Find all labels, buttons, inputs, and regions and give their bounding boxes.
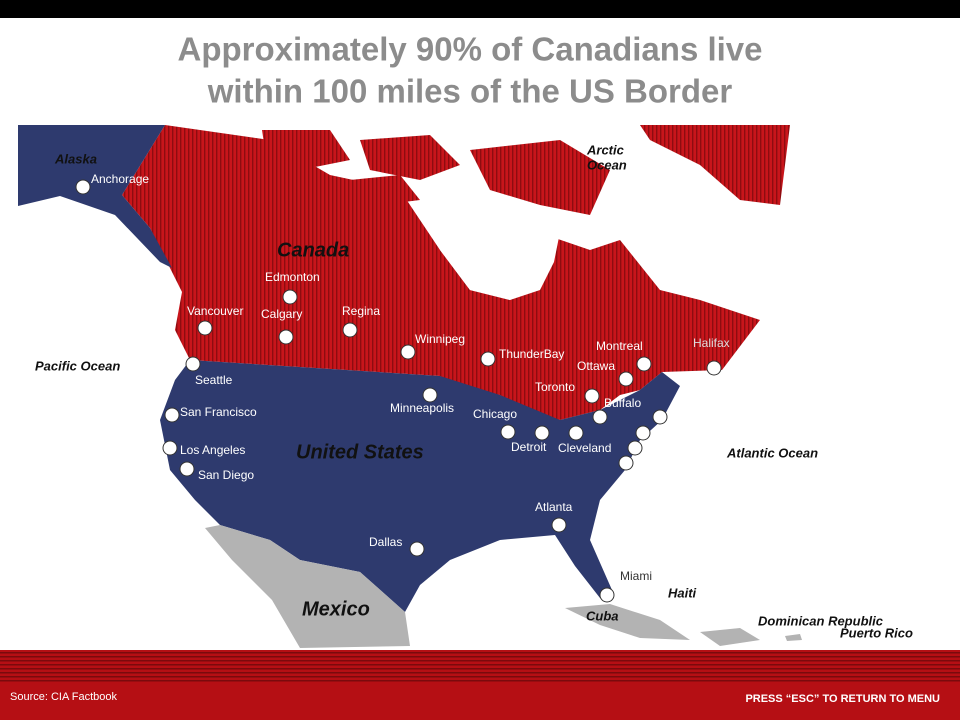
city-dot <box>627 440 643 456</box>
city-label: Boston <box>671 403 708 417</box>
nav-hint: PRESS “ESC” TO RETURN TO MENU <box>745 693 940 705</box>
city-label: Halifax <box>693 336 730 350</box>
city-dot <box>282 289 298 305</box>
title: Approximately 90% of Canadians live <box>177 31 762 68</box>
city-label: Minneapolis <box>390 401 454 415</box>
city-dot <box>164 407 180 423</box>
city-dot <box>584 388 600 404</box>
city-label: San Francisco <box>180 405 257 419</box>
city-label: Atlanta <box>535 500 573 514</box>
city-label: Philadelphia <box>649 445 715 459</box>
city-label: Seattle <box>195 373 233 387</box>
city-dot <box>409 541 425 557</box>
city-label: Calgary <box>261 307 302 321</box>
city-dot <box>422 387 438 403</box>
city-dot <box>400 344 416 360</box>
city-label: ThunderBay <box>499 347 564 361</box>
footer-bar <box>0 682 960 720</box>
city-dot <box>500 424 516 440</box>
top-bar <box>0 0 960 18</box>
region-label: Mexico <box>302 598 370 620</box>
region-label: Alaska <box>54 151 97 166</box>
city-dot <box>599 587 615 603</box>
ocean-label: Pacific Ocean <box>35 358 120 373</box>
city-label: Edmonton <box>265 270 320 284</box>
city-dot <box>592 409 608 425</box>
city-dot <box>197 320 213 336</box>
city-dot <box>636 356 652 372</box>
city-label: Chicago <box>473 407 517 421</box>
city-label: Washington <box>641 464 704 478</box>
city-dot <box>706 360 722 376</box>
region-label: Cuba <box>586 608 619 623</box>
region-label: United States <box>296 441 424 463</box>
ocean-label: Arctic <box>586 142 625 157</box>
city-dot <box>635 425 651 441</box>
city-dot <box>568 425 584 441</box>
city-label: Los Angeles <box>180 443 245 457</box>
city-dot <box>185 356 201 372</box>
city-dot <box>618 455 634 471</box>
city-dot <box>551 517 567 533</box>
map-labels: Alaska Canada United States Mexico Cuba … <box>35 142 913 640</box>
region-label: Dominican Republic <box>758 613 884 628</box>
city-dot <box>480 351 496 367</box>
city-label: Buffalo <box>604 396 641 410</box>
city-label: Vancouver <box>187 304 243 318</box>
title: within 100 miles of the US Border <box>207 73 733 110</box>
city-label: Detroit <box>511 440 547 454</box>
ocean-label: Atlantic Ocean <box>726 445 818 460</box>
city-label: Montreal <box>596 339 643 353</box>
city-dot <box>652 409 668 425</box>
city-label: Cleveland <box>558 441 611 455</box>
source: Source: CIA Factbook <box>10 691 117 703</box>
city-dot <box>179 461 195 477</box>
city-dot <box>278 329 294 345</box>
ocean-label: Ocean <box>587 157 627 172</box>
city-dot <box>618 371 634 387</box>
city-label: Toronto <box>535 380 575 394</box>
city-dot <box>534 425 550 441</box>
city-label: Miami <box>620 569 652 583</box>
city-dot <box>162 440 178 456</box>
city-label: Anchorage <box>91 172 149 186</box>
city-label: San Diego <box>198 468 254 482</box>
city-label: Regina <box>342 304 380 318</box>
city-label: Winnipeg <box>415 332 465 346</box>
map <box>18 125 802 650</box>
city-dot <box>75 179 91 195</box>
city-label: Dallas <box>369 535 402 549</box>
region-label: Haiti <box>668 585 697 600</box>
region-label: Puerto Rico <box>840 625 913 640</box>
city-label: New York <box>671 430 723 444</box>
region-label: Canada <box>277 239 349 261</box>
city-dot <box>342 322 358 338</box>
city-label: Ottawa <box>577 359 615 373</box>
